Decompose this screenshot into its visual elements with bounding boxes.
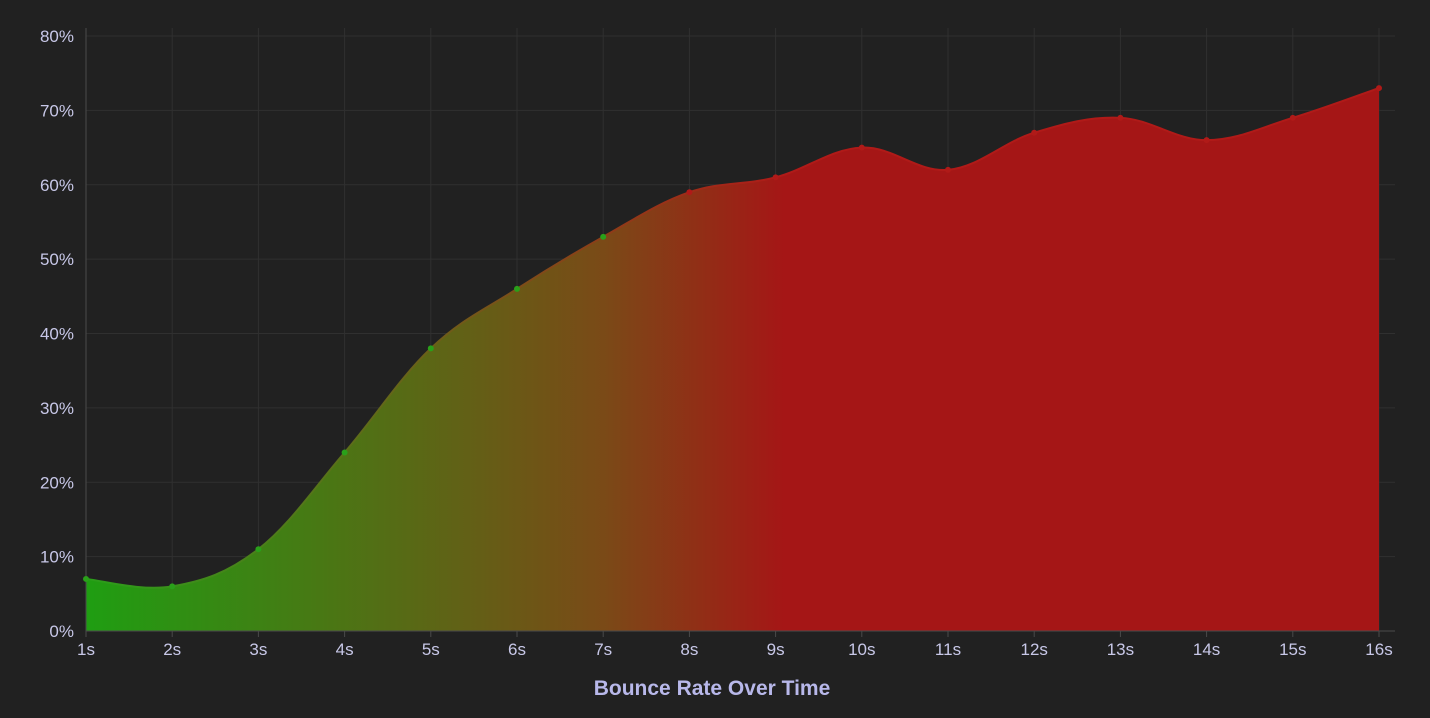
x-tick-label-15: 16s [1365, 640, 1392, 659]
data-point-12s [1031, 129, 1038, 136]
x-tick-label-0: 1s [77, 640, 95, 659]
x-axis-title: Bounce Rate Over Time [594, 677, 831, 700]
y-tick-label-8: 80% [40, 27, 74, 46]
data-point-9s [772, 174, 779, 181]
series-area-fill [86, 88, 1379, 631]
data-point-7s [600, 233, 607, 240]
data-point-16s [1376, 85, 1382, 92]
data-point-6s [514, 285, 520, 292]
axes [85, 28, 1395, 637]
series-line [85, 87, 1380, 589]
x-tick-label-6: 7s [594, 640, 612, 659]
y-tick-label-4: 40% [40, 325, 74, 344]
x-tick-label-10: 11s [935, 640, 961, 659]
x-tick-label-7: 8s [680, 640, 698, 659]
tick-labels: 0% 10% 20% 30% 40% 50% 60% 70% 80% 1s 2s 3s 4s 5s 6s 7s… [40, 27, 1393, 659]
x-tick-label-12: 13s [1107, 640, 1134, 659]
series-area [85, 87, 1380, 631]
data-point-2s [169, 583, 176, 590]
data-point-5s [427, 345, 434, 352]
x-tick-label-5: 6s [508, 640, 526, 659]
data-point-8s [686, 189, 693, 196]
y-tick-label-3: 30% [40, 399, 74, 418]
y-tick-label-5: 50% [40, 250, 74, 269]
x-tick-label-2: 3s [249, 640, 267, 659]
y-tick-label-7: 70% [40, 101, 74, 120]
x-tick-label-14: 15s [1279, 640, 1306, 659]
data-point-11s [945, 166, 951, 173]
y-tick-label-0: 0% [49, 622, 74, 641]
x-tick-label-11: 12s [1020, 640, 1047, 659]
x-tick-label-9: 10s [848, 640, 875, 659]
data-point-4s [341, 449, 348, 456]
x-tick-label-4: 5s [422, 640, 440, 659]
y-tick-label-6: 60% [40, 176, 74, 195]
data-points [83, 85, 1382, 590]
x-tick-label-13: 14s [1193, 640, 1220, 659]
data-point-15s [1289, 114, 1296, 121]
y-tick-label-2: 20% [40, 473, 74, 492]
x-tick-label-3: 4s [336, 640, 354, 659]
x-tick-label-8: 9s [767, 640, 785, 659]
y-tick-label-1: 10% [40, 548, 74, 567]
x-tick-label-1: 2s [163, 640, 181, 659]
data-point-1s [83, 575, 89, 582]
data-point-10s [858, 144, 865, 151]
data-point-13s [1117, 114, 1124, 121]
data-point-3s [255, 546, 262, 553]
data-point-14s [1203, 137, 1210, 144]
